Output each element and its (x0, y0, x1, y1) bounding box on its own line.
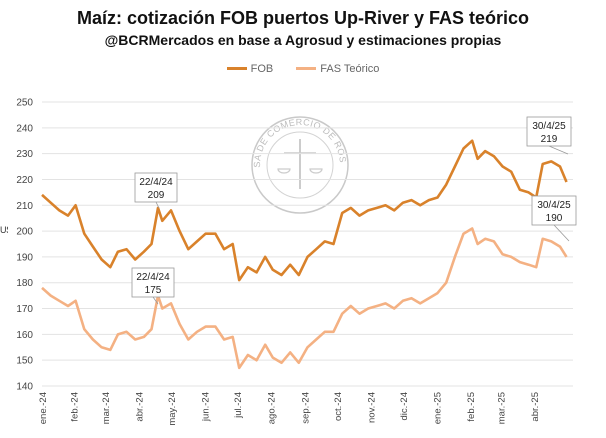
x-tick-label: abr.-25 (530, 392, 541, 422)
legend-item-fob: FOB (226, 62, 274, 75)
x-tick-label: feb.-24 (70, 392, 81, 422)
y-tick-label: 240 (16, 123, 33, 134)
x-tick-label: jun.-24 (201, 392, 212, 422)
y-axis-unit: U$S/t (0, 225, 8, 235)
annotation-value: 190 (546, 213, 563, 224)
y-tick-label: 140 (16, 382, 33, 393)
x-tick-label: ene.-24 (38, 392, 49, 424)
x-tick-label: mar.-25 (496, 392, 507, 424)
x-tick-label: jul.-24 (233, 392, 244, 419)
annotation-box (531, 195, 577, 226)
legend: FOB FAS Teórico (0, 61, 606, 75)
y-tick-label: 250 (16, 98, 33, 109)
y-tick-label: 160 (16, 330, 33, 341)
annotation-value: 209 (148, 190, 165, 201)
series-line-fob (41, 139, 568, 282)
x-tick-label: nov.-24 (366, 392, 377, 423)
annotation-leader (553, 224, 570, 242)
x-tick-label: mar.-24 (101, 392, 112, 424)
x-tick-label: ene.-25 (433, 392, 444, 424)
annotation-box (131, 267, 175, 298)
x-tick-label: feb.-25 (466, 392, 477, 422)
legend-swatch-fob (226, 67, 247, 70)
annotation-date: 30/4/25 (532, 121, 566, 132)
y-tick-label: 210 (16, 201, 33, 212)
legend-item-fas: FAS Teórico (296, 63, 379, 75)
annotation-date: 22/4/24 (136, 272, 170, 283)
legend-swatch-fas (296, 67, 317, 70)
x-tick-label: oct.-24 (333, 392, 344, 421)
annotation-date: 22/4/24 (139, 177, 173, 188)
series-line-fas (41, 227, 568, 370)
annotation-leader (155, 201, 160, 209)
annotation-date: 30/4/25 (537, 200, 571, 211)
chart-title: Maíz: cotización FOB puertos Up-River y … (76, 8, 530, 28)
x-tick-label: sep.-24 (300, 392, 311, 424)
watermark-text: BOLSA DE COMERCIO DE ROSARIO (0, 0, 348, 168)
x-tick-label: dic.-24 (399, 392, 410, 421)
watermark-inner-ring (266, 131, 334, 199)
y-tick-label: 220 (16, 175, 33, 186)
y-tick-label: 190 (16, 252, 33, 263)
annotation-leader (152, 296, 159, 305)
watermark-outer-ring (251, 116, 349, 214)
y-tick-label: 200 (16, 227, 33, 238)
annotation-value: 219 (541, 134, 558, 145)
watermark-scale-pans-icon (277, 168, 323, 174)
x-tick-label: abr.-24 (135, 392, 146, 422)
y-tick-label: 170 (16, 304, 33, 315)
annotation-box (134, 172, 178, 203)
legend-label-fas: FAS Teórico (320, 62, 380, 75)
annotation-leader (548, 145, 569, 155)
chart-subtitle: @BCRMercados en base a Agrosud y estimac… (104, 32, 502, 48)
y-tick-label: 150 (16, 356, 33, 367)
y-tick-label: 230 (16, 149, 33, 160)
legend-label-fob: FOB (250, 62, 274, 75)
annotation-value: 175 (145, 285, 162, 296)
x-tick-label: ago.-24 (267, 392, 278, 424)
x-tick-label: may.-24 (167, 392, 178, 426)
y-tick-label: 180 (16, 278, 33, 289)
annotation-box (526, 116, 572, 147)
